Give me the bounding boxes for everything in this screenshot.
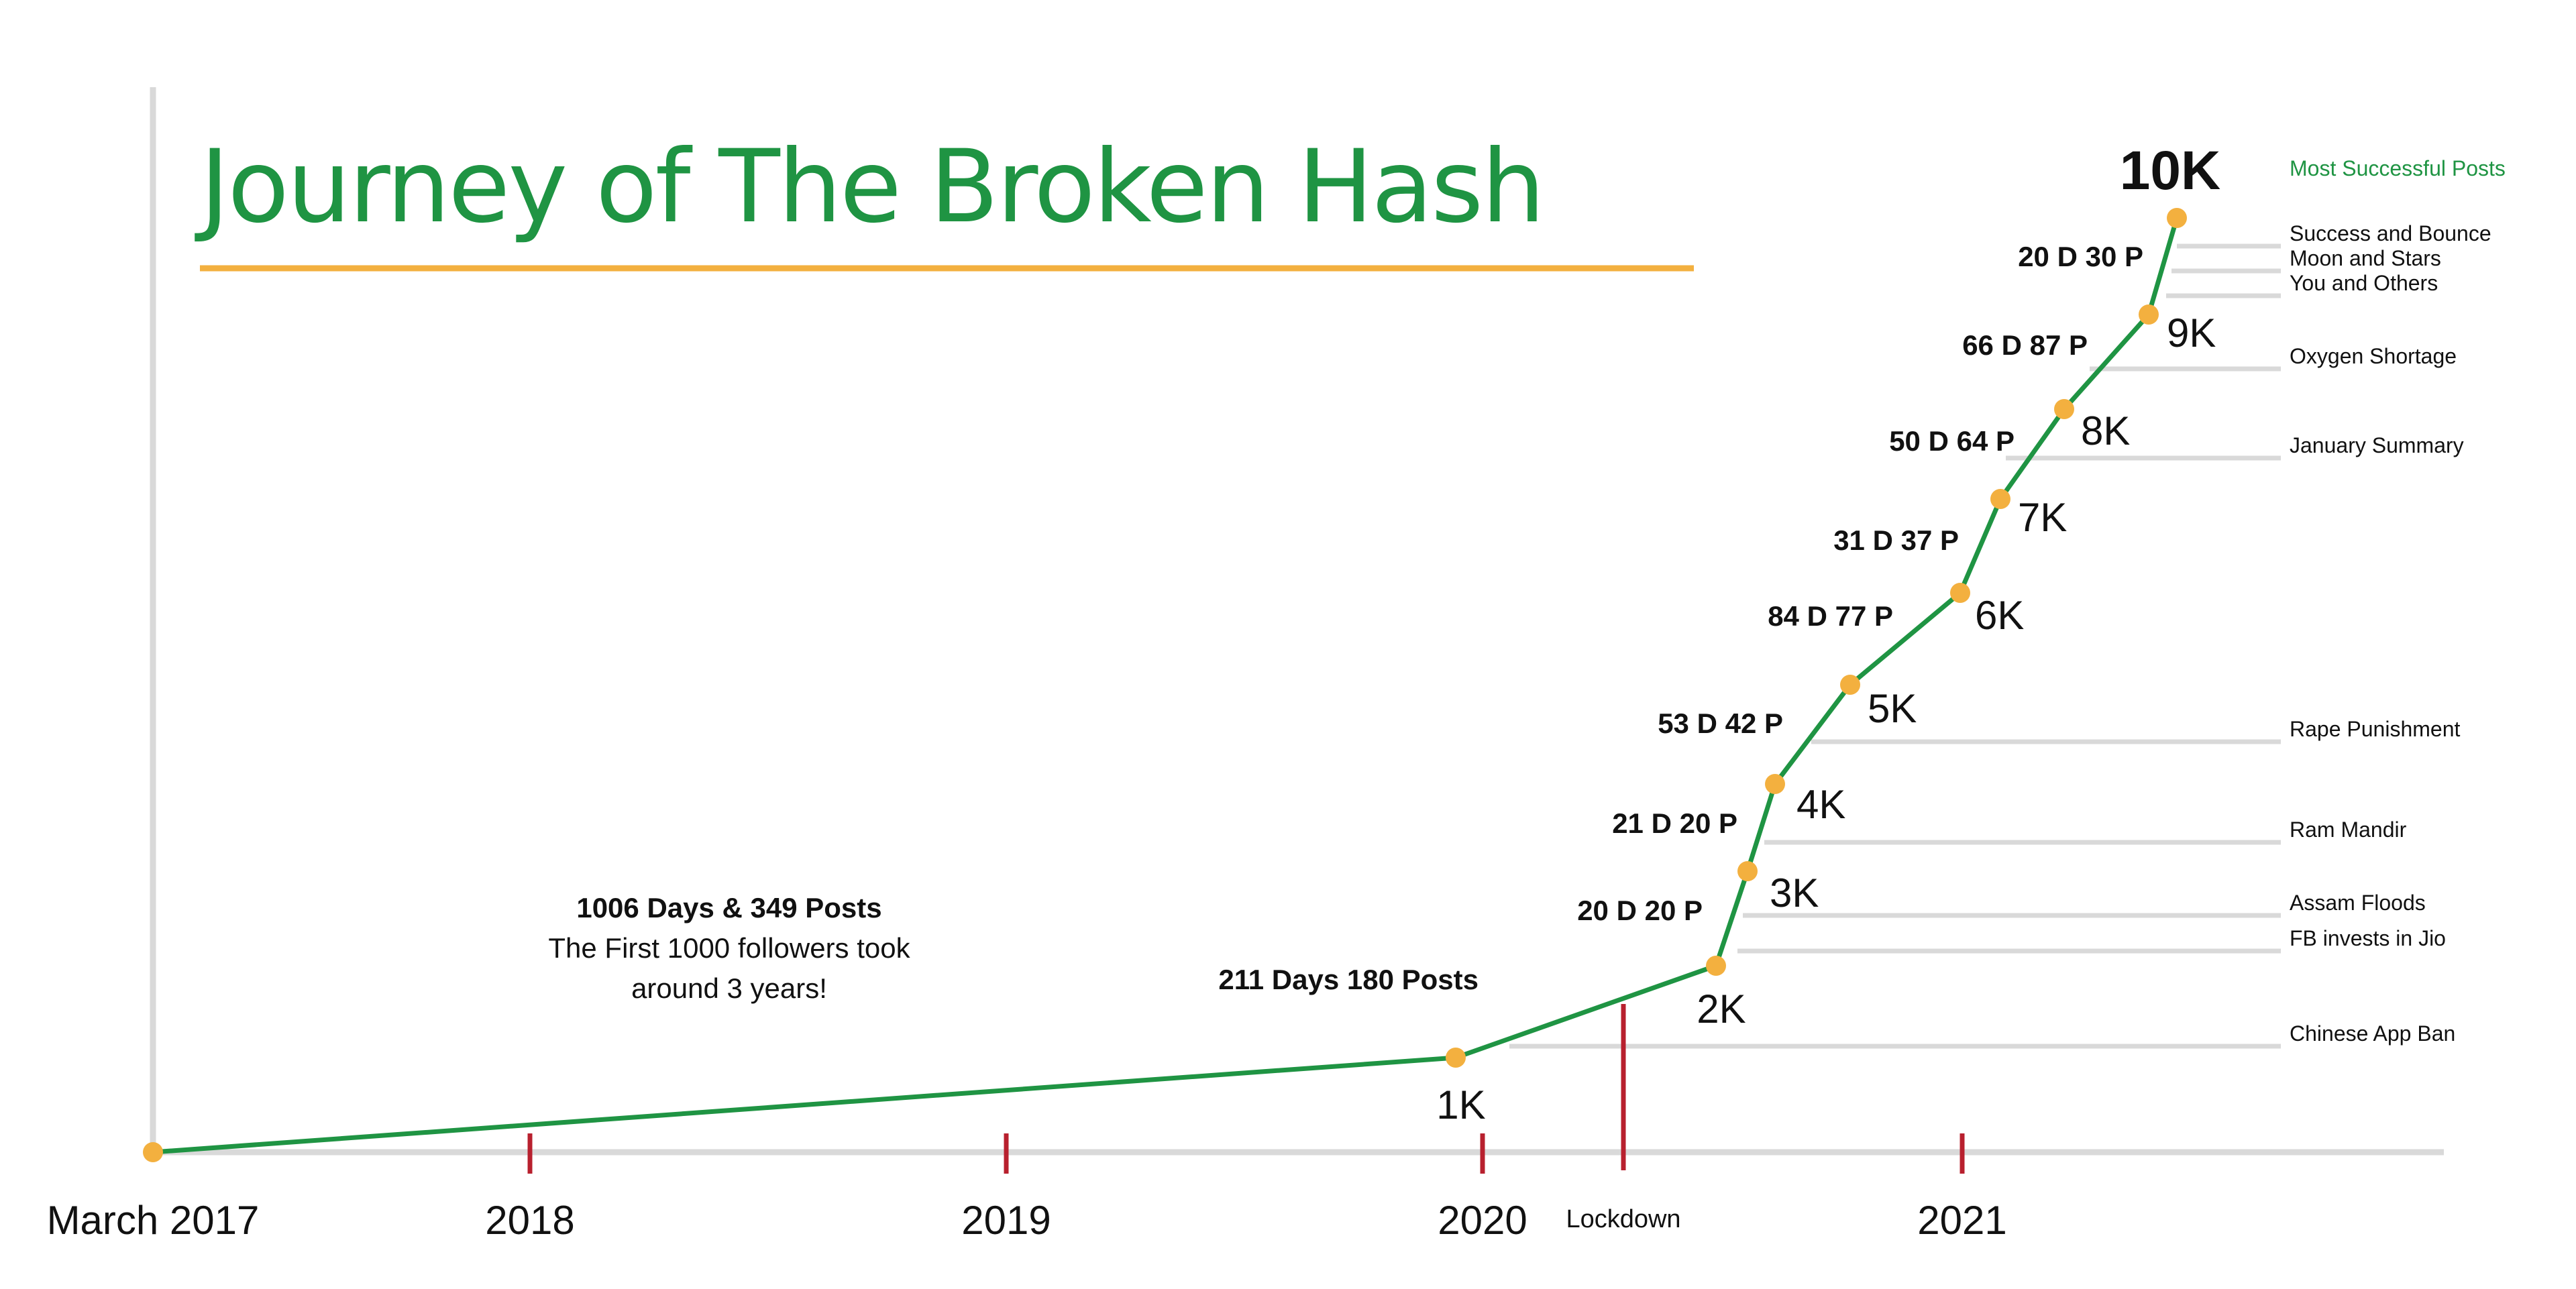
point-label: 4K: [1796, 782, 1845, 827]
segment-label: 53 D 42 P: [1658, 708, 1783, 739]
data-point: [1990, 489, 2010, 509]
event-label: Success and Bounce: [2290, 221, 2491, 245]
event-label: Chinese App Ban: [2290, 1021, 2455, 1046]
data-point: [2139, 304, 2159, 325]
tick-label: 2018: [485, 1198, 574, 1243]
point-label: 10K: [2120, 140, 2220, 201]
segment-label: 20 D 20 P: [1577, 895, 1703, 926]
tick-label: 2019: [961, 1198, 1051, 1243]
data-point: [2167, 208, 2187, 228]
event-label: Assam Floods: [2290, 891, 2426, 915]
segment-label: 50 D 64 P: [1889, 425, 2015, 457]
data-point: [143, 1142, 163, 1162]
data-point: [1446, 1048, 1466, 1068]
data-point: [1950, 583, 1970, 603]
segment-label: 21 D 20 P: [1612, 807, 1737, 839]
event-label: Ram Mandir: [2290, 818, 2407, 842]
data-point: [2054, 399, 2074, 419]
point-label: 3K: [1770, 871, 1819, 915]
event-label: You and Others: [2290, 271, 2438, 295]
tick-label-start: March 2017: [47, 1198, 260, 1243]
segment-label: 20 D 30 P: [2018, 241, 2143, 272]
event-label: Oxygen Shortage: [2290, 344, 2457, 368]
note-bold: 1006 Days & 349 Posts: [576, 892, 881, 923]
point-label: 5K: [1868, 686, 1917, 731]
data-point: [1706, 956, 1726, 976]
event-label: Rape Punishment: [2290, 717, 2460, 741]
chart-title: Journey of The Broken Hash: [195, 129, 1543, 245]
data-point: [1737, 861, 1758, 881]
series-line: [152, 217, 2180, 1155]
events-title: Most Successful Posts: [2290, 156, 2506, 180]
tick-label: 2020: [1438, 1198, 1527, 1243]
segment-label: 66 D 87 P: [1962, 329, 2088, 361]
data-point: [1840, 675, 1860, 695]
event-label: January Summary: [2290, 433, 2464, 457]
tick-label-lockdown: Lockdown: [1566, 1205, 1680, 1233]
point-label: 1K: [1436, 1082, 1485, 1127]
point-label: 6K: [1975, 593, 2024, 638]
data-point: [1765, 774, 1785, 794]
point-label: 8K: [2081, 408, 2130, 453]
tick-label: 2021: [1917, 1198, 2006, 1243]
note-line-1: The First 1000 followers took: [548, 932, 910, 964]
segment-label: 211 Days 180 Posts: [1218, 964, 1479, 995]
point-label: 2K: [1697, 987, 1746, 1031]
event-label: FB invests in Jio: [2290, 926, 2446, 950]
note-line-2: around 3 years!: [631, 972, 827, 1004]
segment-label: 84 D 77 P: [1768, 600, 1893, 632]
point-label: 9K: [2167, 311, 2216, 355]
point-label: 7K: [2018, 495, 2067, 540]
segment-label: 31 D 37 P: [1833, 524, 1959, 556]
event-label: Moon and Stars: [2290, 246, 2441, 270]
